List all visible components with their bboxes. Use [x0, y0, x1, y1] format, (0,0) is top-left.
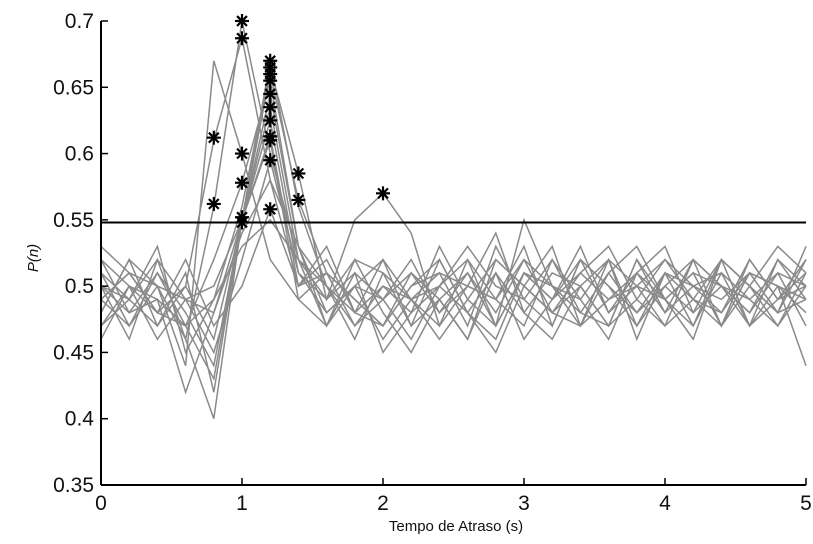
- peak-marker: [263, 202, 278, 217]
- x-axis-title: Tempo de Atraso (s): [389, 518, 523, 535]
- peak-marker: [235, 146, 249, 161]
- peak-marker: [376, 186, 390, 201]
- marker-layer: [206, 14, 390, 230]
- series-line-4: [100, 80, 807, 341]
- peak-marker: [263, 153, 278, 168]
- peak-marker: [263, 113, 278, 128]
- peak-marker: [235, 31, 249, 46]
- peak-marker: [235, 14, 249, 28]
- peak-marker: [263, 100, 278, 115]
- x-tick-label: 5: [800, 492, 812, 515]
- y-axis-title: P(n): [25, 244, 42, 272]
- peak-marker: [263, 86, 278, 101]
- y-tick-label: 0.4: [65, 408, 95, 431]
- peak-marker: [263, 133, 278, 148]
- peak-marker: [235, 215, 249, 230]
- axes-layer: [100, 21, 806, 486]
- series-layer: [100, 20, 807, 419]
- series-line-12: [100, 137, 807, 419]
- series-line-10: [100, 120, 807, 382]
- x-tick-label: 4: [659, 492, 671, 515]
- series-line-16: [100, 178, 807, 341]
- y-tick-label: 0.45: [53, 341, 94, 364]
- peak-marker: [263, 73, 278, 88]
- peak-marker: [291, 192, 306, 207]
- series-line-15: [100, 192, 807, 328]
- x-tick-label: 0: [95, 492, 107, 515]
- y-axis-title-text: P(n): [25, 244, 42, 272]
- peak-marker: [206, 196, 221, 211]
- y-tick-label: 0.6: [65, 143, 94, 166]
- peak-marker: [235, 175, 249, 190]
- series-line-3: [100, 60, 807, 366]
- y-tick-label: 0.65: [53, 76, 94, 99]
- series-line-11: [100, 133, 807, 393]
- y-tick-label: 0.5: [65, 275, 94, 298]
- peak-marker: [291, 166, 306, 181]
- tick-layer: 0 1 2 3 4 5 0.35 0.4 0.45 0.5 0.55 0.6 0.65 0.7: [53, 10, 812, 515]
- peak-marker: [206, 130, 221, 145]
- y-tick-label: 0.35: [53, 474, 94, 497]
- y-tick-label: 0.55: [53, 209, 94, 232]
- y-tick-label: 0.7: [65, 10, 94, 33]
- x-tick-label: 3: [518, 492, 530, 515]
- x-tick-label: 2: [377, 492, 389, 515]
- x-tick-label: 1: [236, 492, 248, 515]
- series-line-13: [100, 157, 807, 366]
